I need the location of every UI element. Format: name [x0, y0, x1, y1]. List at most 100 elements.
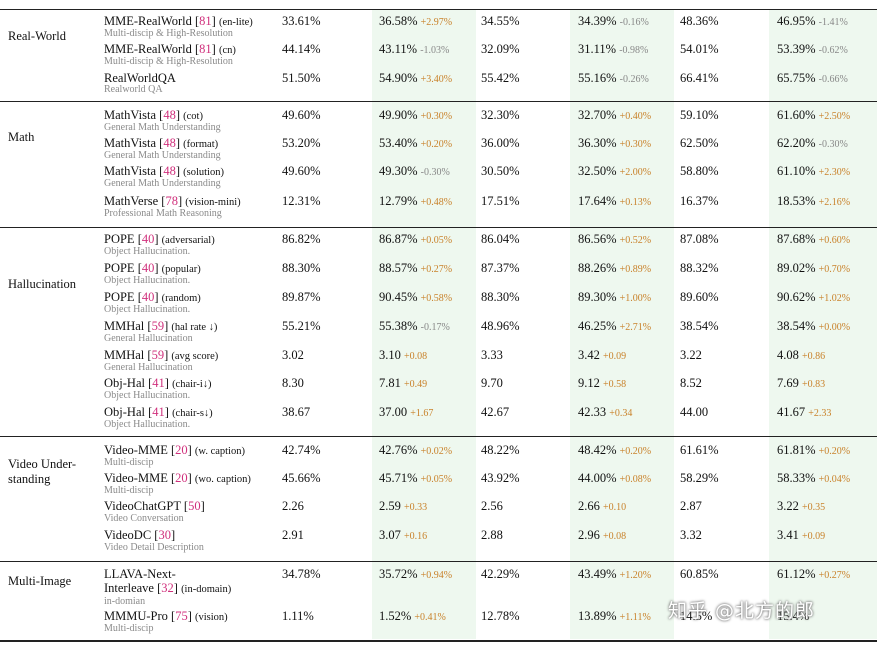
score-value: 34.55% [481, 14, 520, 28]
score-c6: 65.75% -0.66% [777, 71, 848, 87]
score-value: 86.87% [379, 232, 418, 246]
score-value: 61.10% [777, 164, 816, 178]
watermark: 知乎 @北方的郎 [668, 600, 816, 622]
citation-link[interactable]: 48 [163, 164, 176, 178]
score-value: 42.67 [481, 405, 510, 419]
benchmark-title: POPE [104, 261, 135, 275]
score-value: 12.78% [481, 609, 520, 623]
score-value: 3.10 [379, 348, 401, 362]
score-c5: 88.32% [680, 261, 719, 275]
citation-link[interactable]: 48 [163, 136, 176, 150]
category-multi-image: Multi-Image [8, 574, 72, 588]
citation-link[interactable]: 50 [188, 499, 201, 513]
score-delta: +2.16% [818, 197, 851, 208]
category-video-understanding: Video Under- standing [8, 457, 98, 487]
score-c3: 36.00% [481, 136, 520, 150]
score-delta: +0.02% [420, 446, 453, 457]
benchmark-setting: (w. caption) [194, 446, 245, 457]
score-delta: +0.08 [404, 351, 428, 362]
score-c3: 2.56 [481, 499, 503, 513]
score-value: 86.04% [481, 232, 520, 246]
score-delta: +0.10 [603, 502, 627, 513]
score-value: 55.42% [481, 71, 520, 85]
citation-link[interactable]: 20 [175, 471, 188, 485]
benchmark-name: POPE [40] (random) [104, 290, 201, 304]
score-c2: 43.11% -1.03% [379, 42, 449, 58]
score-delta: +0.94% [420, 570, 453, 581]
score-value: 32.30% [481, 108, 520, 122]
benchmark-name: MMHal [59] (avg score) [104, 348, 219, 362]
score-value: 37.00 [379, 405, 408, 419]
citation-link[interactable]: 40 [141, 232, 155, 246]
score-value: 87.08% [680, 232, 719, 246]
benchmark-description: Object Hallucination. [104, 246, 191, 257]
benchmark-name: MME-RealWorld [81] (cn) [104, 42, 236, 56]
benchmark-description: Object Hallucination. [104, 390, 191, 401]
score-delta: -0.17% [420, 322, 450, 333]
score-value: 54.90% [379, 71, 418, 85]
citation-link[interactable]: 48 [163, 108, 176, 122]
rule-hallucination [0, 436, 877, 437]
benchmark-name: Video-MME [20] (wo. caption) [104, 471, 251, 485]
benchmark-description: Multi-discip [104, 623, 154, 634]
citation-link[interactable]: 59 [151, 348, 165, 362]
score-value: 32.70% [578, 108, 617, 122]
citation-link[interactable]: 40 [141, 261, 155, 275]
score-c3: 42.67 [481, 405, 509, 419]
score-value: 16.37% [680, 194, 719, 208]
score-c2: 90.45% +0.58% [379, 290, 452, 306]
score-delta: -0.16% [619, 17, 649, 28]
score-delta: -0.30% [818, 139, 848, 150]
benchmark-title: Video-MME [104, 443, 168, 457]
score-c1: 3.02 [282, 348, 304, 362]
score-value: 48.96% [481, 319, 520, 333]
score-delta: -0.62% [818, 45, 848, 56]
score-value: 3.33 [481, 348, 503, 362]
score-c6: 46.95% -1.41% [777, 14, 848, 30]
citation-link[interactable]: 81 [199, 14, 212, 28]
score-value: 3.32 [680, 528, 702, 542]
score-c3: 3.33 [481, 348, 503, 362]
score-value: 2.88 [481, 528, 503, 542]
citation-link[interactable]: 81 [199, 42, 212, 56]
citation-link[interactable]: 41 [152, 376, 165, 390]
score-c2: 53.40% +0.20% [379, 136, 452, 152]
citation-link[interactable]: 40 [141, 290, 155, 304]
citation-link[interactable]: 20 [175, 443, 188, 457]
benchmark-setting: (cot) [183, 111, 203, 122]
score-c2: 3.10 +0.08 [379, 348, 427, 364]
score-c1: 89.87% [282, 290, 321, 304]
score-delta: +0.08 [603, 531, 627, 542]
score-c6: 3.41 +0.09 [777, 528, 825, 544]
benchmark-setting: (in-domain) [181, 584, 232, 595]
score-value: 7.69 [777, 376, 799, 390]
score-value: 58.80% [680, 164, 719, 178]
score-c1: 53.20% [282, 136, 321, 150]
score-delta: +0.52% [619, 235, 652, 246]
score-c5: 58.29% [680, 471, 719, 485]
citation-link[interactable]: 75 [175, 609, 188, 623]
score-value: 49.30% [379, 164, 418, 178]
score-c4: 32.70% +0.40% [578, 108, 651, 124]
score-delta: +2.30% [818, 167, 851, 178]
citation-link[interactable]: 32 [161, 581, 174, 595]
score-c4: 43.49% +1.20% [578, 567, 651, 583]
score-value: 3.22 [680, 348, 702, 362]
score-delta: +0.41% [414, 612, 446, 623]
benchmark-setting: (wo. caption) [194, 474, 251, 485]
benchmark-title: Obj-Hal [104, 376, 145, 390]
score-value: 9.70 [481, 376, 503, 390]
citation-link[interactable]: 78 [165, 194, 178, 208]
score-c1: 45.66% [282, 471, 321, 485]
citation-link[interactable]: 30 [158, 528, 171, 542]
score-value: 31.11% [578, 42, 617, 56]
citation-link[interactable]: 59 [151, 319, 165, 333]
score-delta: +0.27% [818, 570, 851, 581]
benchmark-name: VideoChatGPT [50] [104, 499, 205, 513]
score-c4: 32.50% +2.00% [578, 164, 651, 180]
citation-link[interactable]: 41 [152, 405, 165, 419]
category-real-world: Real-World [8, 29, 67, 43]
score-delta: +0.34 [609, 408, 633, 419]
score-c4: 17.64% +0.13% [578, 194, 651, 210]
